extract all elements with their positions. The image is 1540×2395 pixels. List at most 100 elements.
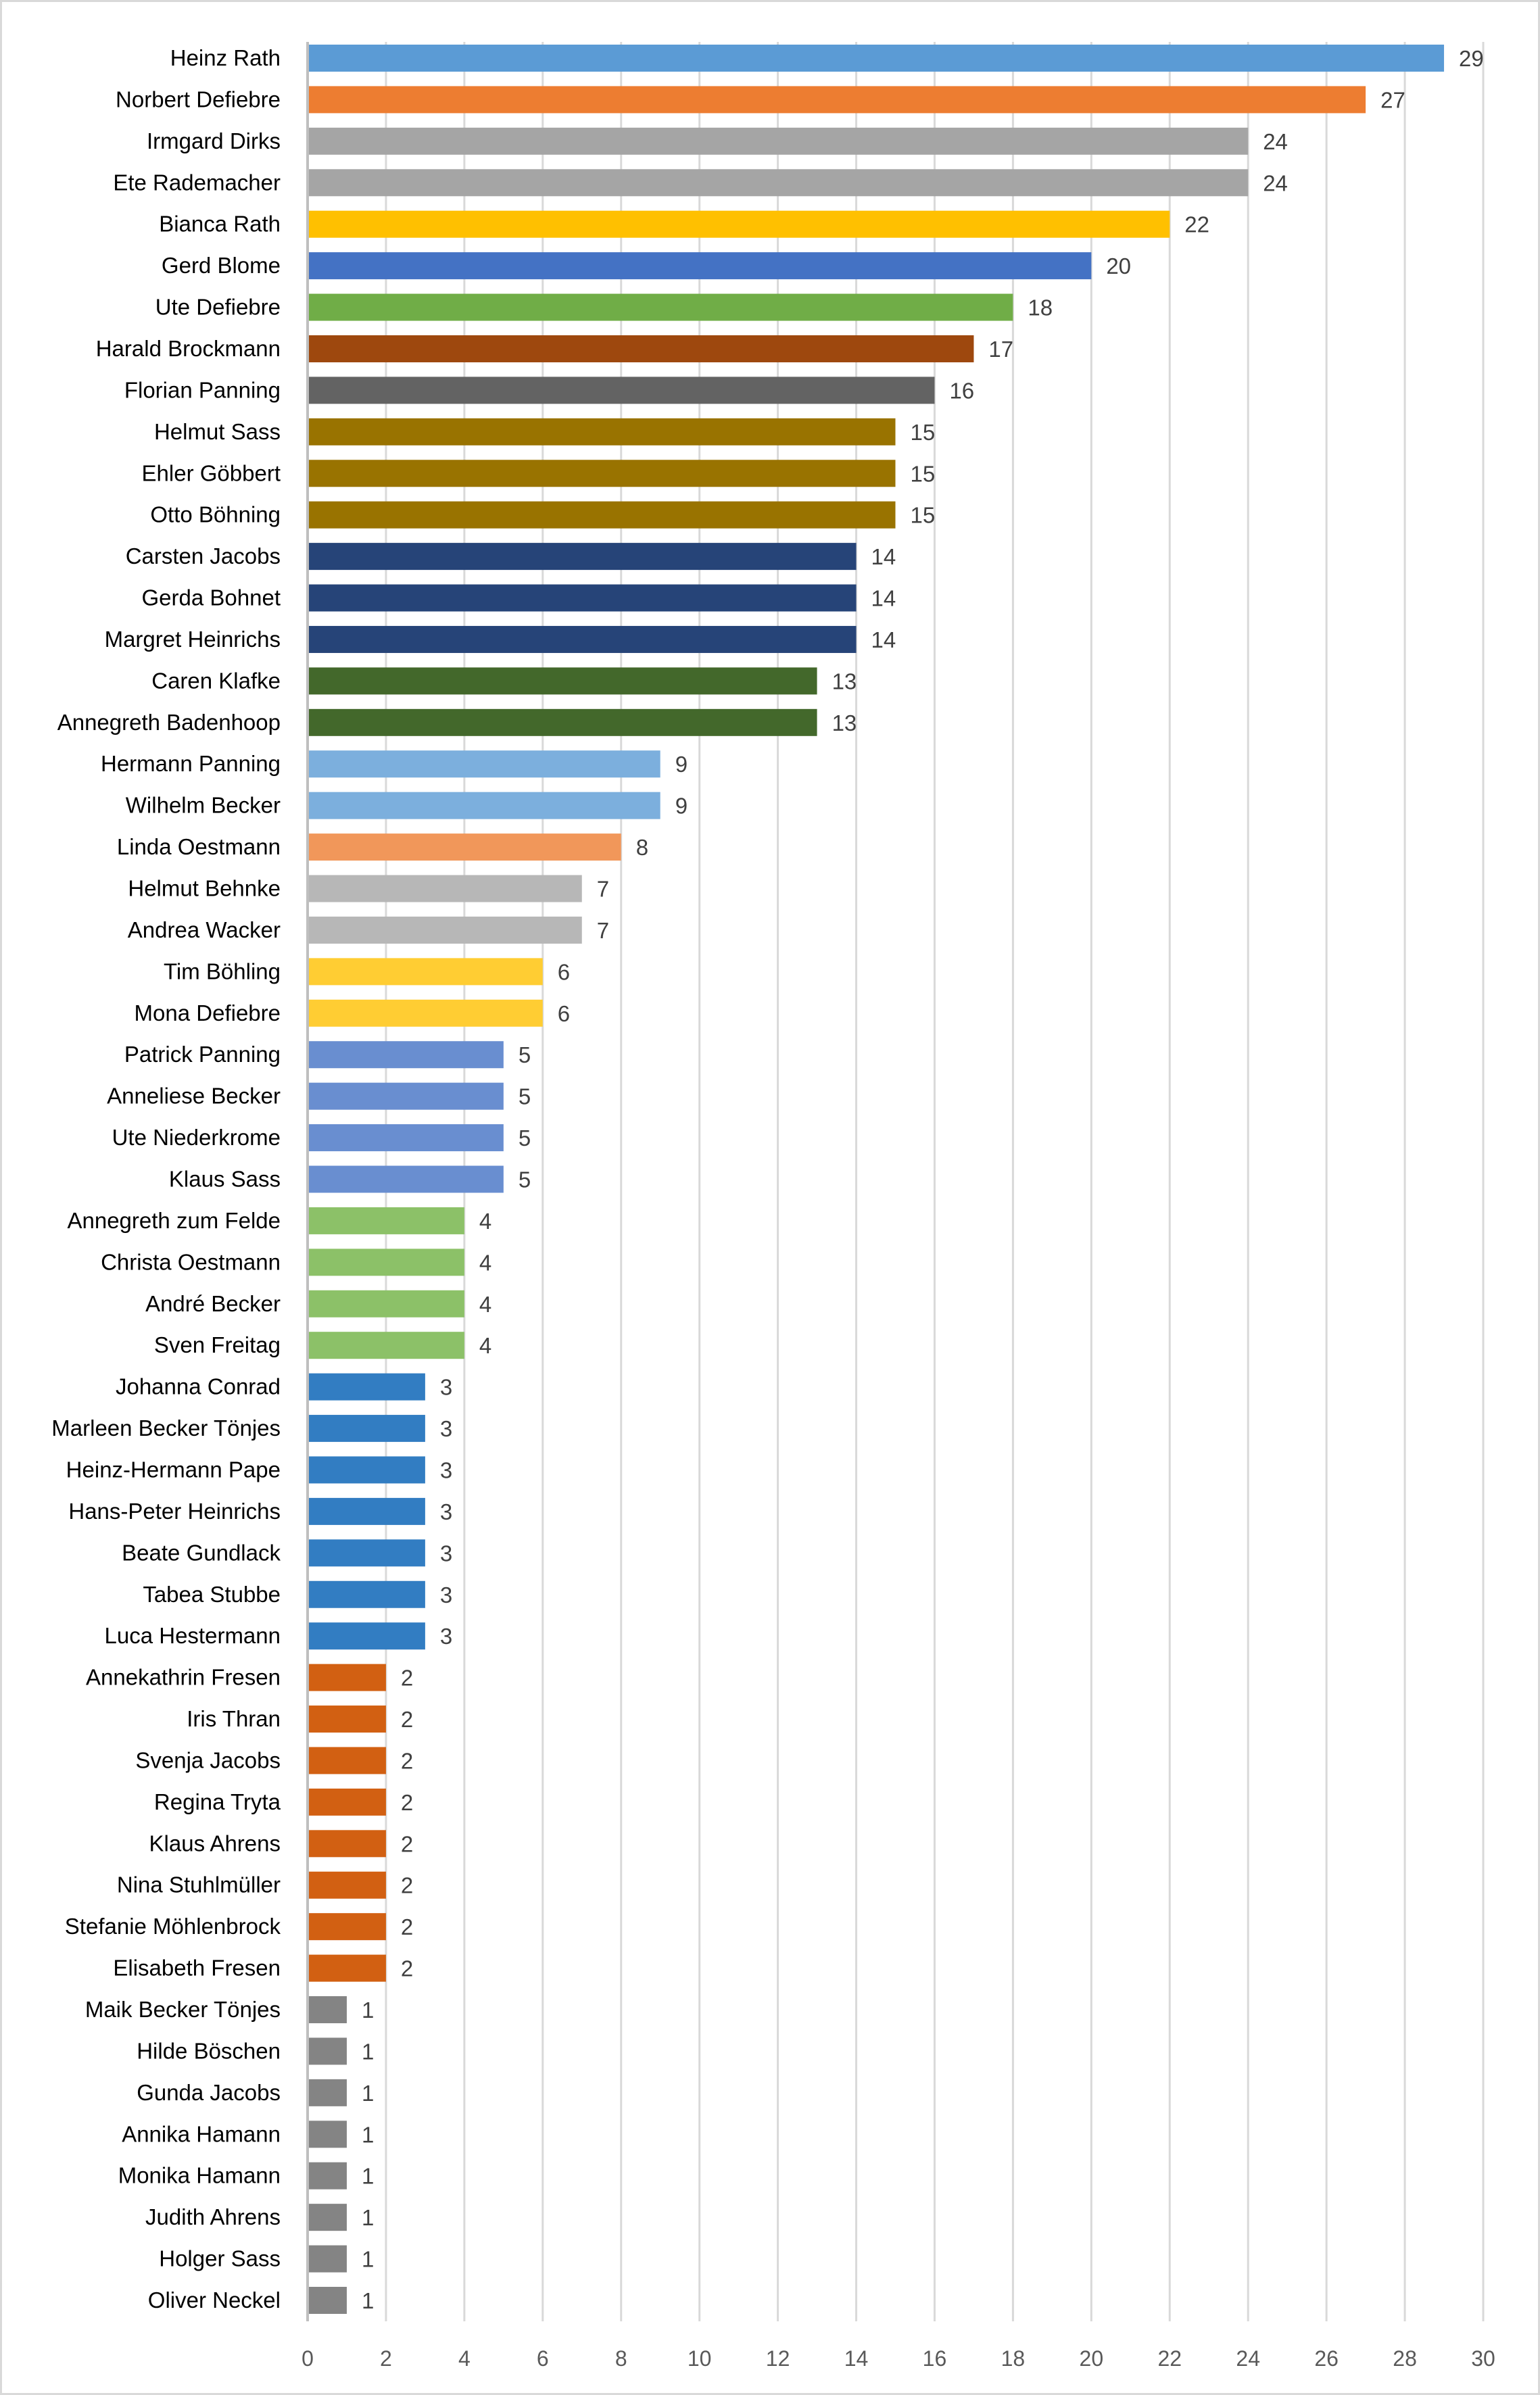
category-label: Bianca Rath <box>159 212 281 237</box>
category-label: Elisabeth Fresen <box>113 1956 281 1981</box>
bar <box>309 2287 347 2314</box>
category-label: Gunda Jacobs <box>137 2080 281 2105</box>
bar <box>309 1747 386 1774</box>
category-label: Tim Böhling <box>164 959 281 984</box>
x-tick-label: 30 <box>1471 2346 1495 2371</box>
category-label: Carsten Jacobs <box>126 543 281 568</box>
data-label: 7 <box>597 918 609 943</box>
data-label: 24 <box>1263 129 1288 154</box>
x-tick-label: 12 <box>766 2346 790 2371</box>
bar <box>309 1290 464 1317</box>
bar <box>309 1913 386 1941</box>
data-label: 14 <box>871 544 896 569</box>
data-label: 5 <box>519 1042 531 1067</box>
data-label: 3 <box>440 1541 452 1566</box>
x-tick-label: 16 <box>923 2346 947 2371</box>
data-label: 3 <box>440 1457 452 1482</box>
category-label: Hans-Peter Heinrichs <box>68 1499 281 1524</box>
category-label: Judith Ahrens <box>145 2204 281 2229</box>
category-label: Maik Becker Tönjes <box>85 1997 281 2022</box>
category-label: Helmut Sass <box>154 419 281 444</box>
data-label: 1 <box>362 2164 374 2189</box>
category-label: Annika Hamann <box>122 2121 281 2146</box>
data-label: 6 <box>558 1001 570 1026</box>
bar <box>309 1954 386 1982</box>
bar <box>309 999 543 1027</box>
data-label: 9 <box>675 794 688 819</box>
bar <box>309 1996 347 2024</box>
bar <box>309 1539 425 1567</box>
category-label: Annekathrin Fresen <box>86 1665 281 1690</box>
category-label: Irmgard Dirks <box>147 128 281 153</box>
data-label: 1 <box>362 2205 374 2230</box>
bar <box>309 377 935 404</box>
data-label: 15 <box>911 503 936 528</box>
bar <box>309 1705 386 1733</box>
bar <box>309 2162 347 2190</box>
data-label: 17 <box>988 337 1013 362</box>
category-label: Klaus Ahrens <box>149 1831 281 1856</box>
bar <box>309 543 857 571</box>
category-label: Nina Stuhlmüller <box>117 1872 281 1897</box>
category-label: Monika Hamann <box>118 2163 281 2188</box>
gridlines <box>306 42 1485 2321</box>
bar <box>309 45 1445 72</box>
bar <box>309 2079 347 2106</box>
data-label: 4 <box>479 1250 491 1275</box>
data-label: 2 <box>401 1707 413 1732</box>
category-label: Sven Freitag <box>154 1332 281 1357</box>
data-label: 13 <box>832 669 857 694</box>
data-label: 24 <box>1263 170 1288 195</box>
data-label: 2 <box>401 1914 413 1939</box>
x-tick-label: 26 <box>1314 2346 1339 2371</box>
category-label: Ete Rademacher <box>113 170 281 195</box>
category-label: Hermann Panning <box>101 751 281 776</box>
category-label: Mona Defiebre <box>135 1000 281 1025</box>
data-label: 2 <box>401 1790 413 1815</box>
data-label: 5 <box>519 1126 531 1151</box>
category-label: Regina Tryta <box>154 1789 281 1814</box>
category-label: Marleen Becker Tönjes <box>51 1416 281 1441</box>
data-label: 1 <box>362 2247 374 2272</box>
category-label: Iris Thran <box>187 1706 281 1731</box>
bar <box>309 1664 386 1691</box>
data-label: 3 <box>440 1582 452 1607</box>
x-tick-label: 20 <box>1080 2346 1104 2371</box>
x-axis-ticks: 0 2 4 6 8 10 12 14 16 18 20 22 24 26 28 30 <box>302 2346 1495 2371</box>
category-label: Linda Oestmann <box>117 834 281 859</box>
category-label: Anneliese Becker <box>107 1084 281 1109</box>
data-label: 2 <box>401 1748 413 1773</box>
bar <box>309 667 817 695</box>
category-label: Christa Oestmann <box>101 1249 281 1274</box>
data-label: 5 <box>519 1167 531 1192</box>
bar <box>309 1415 425 1443</box>
data-label: 3 <box>440 1375 452 1400</box>
x-tick-label: 22 <box>1157 2346 1182 2371</box>
x-tick-label: 6 <box>537 2346 549 2371</box>
data-label: 5 <box>519 1084 531 1109</box>
category-label: Florian Panning <box>124 377 281 402</box>
data-label: 22 <box>1184 212 1209 237</box>
category-label: Wilhelm Becker <box>126 793 281 818</box>
category-label: Svenja Jacobs <box>135 1747 281 1772</box>
bar <box>309 127 1249 155</box>
bar <box>309 1249 464 1276</box>
category-label: Ehler Göbbert <box>142 460 281 485</box>
bar <box>309 293 1013 321</box>
data-label: 1 <box>362 1998 374 2023</box>
category-label: Gerd Blome <box>162 253 281 278</box>
bar <box>309 2121 347 2148</box>
data-label: 15 <box>911 420 936 445</box>
data-label: 18 <box>1028 295 1053 320</box>
bar <box>309 958 543 986</box>
data-label: 7 <box>597 877 609 902</box>
bar <box>309 1788 386 1816</box>
data-label: 16 <box>949 378 974 403</box>
bar <box>309 169 1249 197</box>
bar <box>309 1332 464 1359</box>
data-label: 1 <box>362 2039 374 2064</box>
x-tick-label: 8 <box>615 2346 627 2371</box>
data-label: 8 <box>636 835 648 860</box>
data-label: 1 <box>362 2122 374 2147</box>
